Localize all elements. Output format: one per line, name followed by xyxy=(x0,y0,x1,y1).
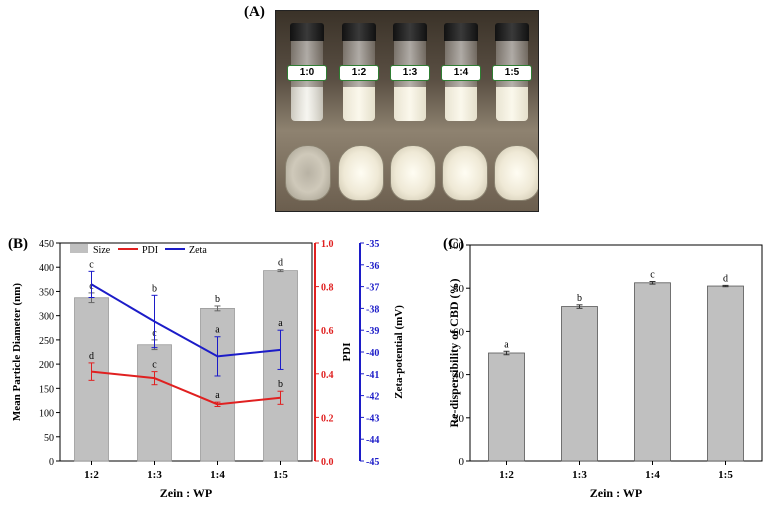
c-letter: a xyxy=(504,339,509,350)
inverted-vial-1 xyxy=(285,145,331,201)
vial-label: 1:3 xyxy=(390,65,430,81)
x-tick-label-c: 1:4 xyxy=(645,469,660,481)
c-y-tick-label: 0 xyxy=(459,456,465,468)
c-y-tick-label: 60 xyxy=(453,326,465,338)
pdi-line xyxy=(91,370,281,406)
zeta-letter: c xyxy=(89,259,94,270)
vial-photograph: 1:0 1:2 1:3 1:4 1:5 xyxy=(275,10,539,212)
zeta-tick-label: -36 xyxy=(366,261,379,272)
inverted-vial-2 xyxy=(338,145,384,201)
legend-zeta-label: Zeta xyxy=(189,245,207,256)
inverted-vial-5 xyxy=(494,145,538,201)
size-tick-label: 250 xyxy=(39,336,54,347)
vial-label: 1:0 xyxy=(287,65,327,81)
pdi-tick-label: 0.6 xyxy=(321,326,334,337)
x-tick-label-c: 1:2 xyxy=(499,469,514,481)
pdi-tick-label: 1.0 xyxy=(321,239,334,250)
size-tick-label: 350 xyxy=(39,287,54,298)
size-tick-label: 150 xyxy=(39,384,54,395)
legend-size-swatch xyxy=(70,244,88,253)
panel-a-label: (A) xyxy=(244,4,265,20)
zeta-letter: b xyxy=(152,283,157,294)
legend-size-label: Size xyxy=(93,245,111,256)
x-tick-label-b: 1:5 xyxy=(273,469,288,481)
size-bar xyxy=(137,344,172,462)
c-bar xyxy=(488,352,525,462)
vial-4: 1:4 xyxy=(441,23,481,123)
pdi-letter: c xyxy=(152,360,157,371)
pdi-letter: b xyxy=(278,379,283,390)
pdi-letter: d xyxy=(89,351,94,362)
size-tick-label: 0 xyxy=(49,457,54,468)
c-y-tick-label: 100 xyxy=(448,240,465,252)
c-letter: b xyxy=(577,293,582,304)
c-bar xyxy=(561,306,598,462)
x-tick-label-b: 1:2 xyxy=(84,469,99,481)
vial-5: 1:5 xyxy=(492,23,532,123)
zeta-tick-label: -42 xyxy=(366,392,379,403)
size-tick-label: 450 xyxy=(39,239,54,250)
x-tick-label-b: 1:4 xyxy=(210,469,225,481)
zeta-tick-label: -35 xyxy=(366,239,379,250)
zeta-line xyxy=(90,283,281,358)
zeta-tick-label: -38 xyxy=(366,304,379,315)
x-tick-label-c: 1:3 xyxy=(572,469,587,481)
x-tick-label-c: 1:5 xyxy=(718,469,733,481)
size-letter: d xyxy=(278,258,283,269)
zeta-letter: a xyxy=(278,318,283,329)
inverted-vial-3 xyxy=(390,145,436,201)
c-y-tick-label: 40 xyxy=(453,370,465,382)
plot-frame-c xyxy=(469,244,763,462)
c-letter: c xyxy=(650,270,655,281)
size-tick-label: 400 xyxy=(39,263,54,274)
zeta-axis-label: Zeta-potential (mV) xyxy=(393,305,405,399)
zeta-tick-label: -39 xyxy=(366,326,379,337)
x-axis-label-b: Zein : WP xyxy=(160,486,212,500)
zeta-tick-label: -40 xyxy=(366,348,379,359)
plot-frame-b xyxy=(59,242,313,462)
c-y-tick-label: 80 xyxy=(453,283,465,295)
c-bar xyxy=(634,282,671,462)
size-tick-label: 100 xyxy=(39,409,54,420)
zeta-tick-label: -45 xyxy=(366,457,379,468)
c-y-axis-label: Re-dispersibility of CBD (%) xyxy=(447,279,461,428)
pdi-letter: a xyxy=(215,390,220,401)
x-tick-label-b: 1:3 xyxy=(147,469,162,481)
vial-label: 1:4 xyxy=(441,65,481,81)
size-axis-label: Mean Particle Diameter (nm) xyxy=(11,283,23,421)
panel-b-label: (B) xyxy=(8,236,28,252)
vial-1: 1:0 xyxy=(287,23,327,123)
zeta-tick-label: -41 xyxy=(366,370,379,381)
size-tick-label: 200 xyxy=(39,360,54,371)
zeta-tick-label: -37 xyxy=(366,283,379,294)
inverted-vial-4 xyxy=(442,145,488,201)
size-bar xyxy=(200,307,235,462)
zeta-tick-label: -44 xyxy=(366,435,379,446)
zeta-letter: a xyxy=(215,325,220,336)
vial-2: 1:2 xyxy=(339,23,379,123)
pdi-tick-label: 0.4 xyxy=(321,370,334,381)
size-tick-label: 50 xyxy=(44,433,54,444)
zeta-tick-label: -43 xyxy=(366,413,379,424)
vial-label: 1:5 xyxy=(492,65,532,81)
pdi-tick-label: 0.8 xyxy=(321,283,334,294)
c-bar xyxy=(707,285,744,462)
panel-c-label: (C) xyxy=(443,236,464,252)
vial-label: 1:2 xyxy=(339,65,379,81)
x-axis-label-c: Zein : WP xyxy=(590,486,642,500)
pdi-tick-label: 0.2 xyxy=(321,413,334,424)
pdi-axis-label: PDI xyxy=(341,343,353,362)
legend-pdi-label: PDI xyxy=(142,245,158,256)
pdi-tick-label: 0.0 xyxy=(321,457,334,468)
size-letter: b xyxy=(215,294,220,305)
vial-3: 1:3 xyxy=(390,23,430,123)
c-y-tick-label: 20 xyxy=(453,413,465,425)
c-letter: d xyxy=(723,273,728,284)
size-tick-label: 300 xyxy=(39,312,54,323)
